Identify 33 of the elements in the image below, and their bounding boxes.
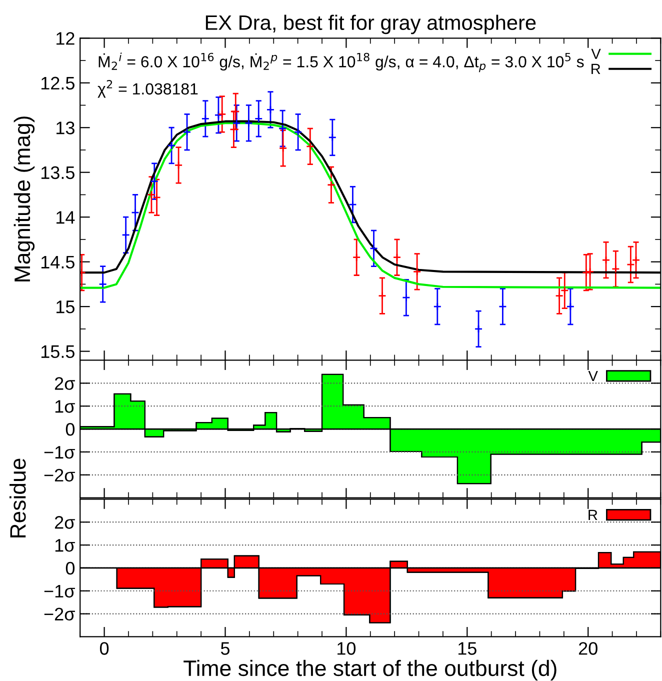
y-tick-label: 12.5 [41,76,74,90]
legend-label: R [592,64,600,74]
y-tick-label: 0 [66,422,75,436]
y-tick-label: 13 [56,122,74,134]
x-axis-title: Time since the start of the outburst (d) [184,660,556,681]
annotation: χ$^{2}$ = 1.038181 [98,80,198,98]
y-tick-label: 13.5 [41,166,74,180]
y-tick-label: 14 [56,211,75,224]
text: Ṁ$_{2}$$^{i}$ = 6.0 X 10$^{16}$ g/s, Ṁ$_{2}$$^{p}$ = 1.5 X 10$^{18}$ g/s, α = 4.0, Δt$_{p}$ = 3.0 X 10$^{5}$ s [98,52,584,72]
y-tick-label: −1σ [44,585,75,598]
y-tick-label: 0 [66,562,75,575]
x-tick-label: 10 [338,642,356,655]
y-tick-label: 12 [56,32,74,45]
y-tick-label: 2σ [54,516,75,529]
y-axis-title: Magnitude (mag) [14,116,35,282]
y-tick-label: 1σ [55,400,75,413]
y-tick-label: 2σ [54,377,75,390]
y-axis-title: Residue [10,458,26,538]
x-tick-label: 20 [578,642,598,655]
x-tick-label: 5 [220,642,230,655]
y-tick-label: 15 [56,300,74,314]
legend-label: V [591,48,601,59]
y-tick-label: 15.5 [41,345,74,358]
legend-label: R [588,510,598,520]
chart-title: EX Dra, best fit for gray atmosphere [206,14,536,34]
y-tick-label: −1σ [44,446,75,459]
x-tick-label: 0 [100,642,109,655]
y-tick-label: 14.5 [41,256,74,269]
y-tick-label: −2σ [44,608,75,621]
legend-label: V [588,370,598,382]
y-tick-label: 1σ [55,539,75,552]
y-tick-label: −2σ [44,468,75,482]
x-tick-label: 15 [458,642,476,655]
